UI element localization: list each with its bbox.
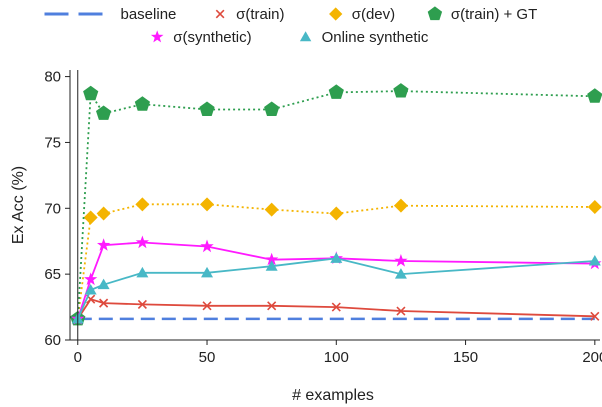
- legend-key-sigma-train-gt: [427, 6, 443, 21]
- legend-label-sigma-train: σ(train): [236, 6, 284, 23]
- x-axis-label: # examples: [292, 387, 374, 404]
- series-sigma-train-gt: [70, 83, 602, 326]
- y-tick-label: 80: [44, 69, 61, 86]
- data-point-sigma-train: [331, 302, 341, 312]
- data-point-sigma-synthetic: [200, 239, 214, 253]
- data-point-sigma-train-gt: [328, 84, 344, 99]
- x-tick-label: 100: [324, 349, 349, 366]
- data-point-sigma-dev: [329, 206, 344, 221]
- legend-key-sigma-dev: [329, 7, 343, 21]
- data-point-online-synthetic: [84, 283, 97, 295]
- y-tick-label: 65: [44, 266, 61, 283]
- legend-item-sigma-train: σ(train): [215, 6, 285, 23]
- legend-key-sigma-synthetic: [150, 30, 164, 43]
- data-point-sigma-train-stroke-b: [331, 302, 341, 312]
- x-tick-label: 200: [582, 349, 602, 366]
- data-point-online-synthetic: [97, 278, 110, 290]
- y-tick-label: 70: [44, 200, 61, 217]
- data-point-sigma-dev: [83, 210, 98, 225]
- axes: 60 65 70 75 80 0 50 100 150 200: [44, 69, 602, 366]
- legend-key-sigma-train-stroke-b: [215, 9, 225, 19]
- data-point-sigma-train: [137, 299, 147, 310]
- data-point-sigma-train-stroke-b: [99, 298, 109, 308]
- x-tick-label: 50: [199, 349, 216, 366]
- x-tick-label: 0: [74, 349, 82, 366]
- data-point-sigma-dev: [587, 199, 602, 214]
- data-point-sigma-train: [99, 298, 109, 308]
- data-point-sigma-train-stroke-b: [396, 306, 406, 316]
- data-point-sigma-train-gt: [199, 101, 215, 116]
- data-point-sigma-train-stroke-b: [137, 299, 147, 310]
- series-line-online-synthetic: [76, 257, 595, 320]
- data-point-sigma-synthetic: [394, 254, 408, 267]
- legend-label-sigma-dev: σ(dev): [352, 6, 395, 23]
- data-point-online-synthetic: [588, 254, 601, 266]
- data-point-online-synthetic: [265, 260, 278, 271]
- data-point-sigma-train-stroke-b: [267, 301, 277, 311]
- data-point-sigma-train-gt: [96, 105, 112, 120]
- data-point-sigma-train-stroke-b: [202, 301, 212, 311]
- legend-item-sigma-train-gt: σ(train) + GT: [427, 6, 537, 23]
- data-point-sigma-synthetic: [84, 272, 98, 286]
- data-point-sigma-train-gt: [264, 101, 280, 116]
- x-tick-label: 150: [453, 349, 478, 366]
- data-point-sigma-synthetic: [135, 235, 149, 249]
- legend-label-sigma-train-gt: σ(train) + GT: [451, 6, 537, 23]
- data-point-sigma-train-gt: [83, 85, 99, 101]
- legend-label-sigma-synthetic: σ(synthetic): [173, 29, 251, 46]
- legend-item-sigma-dev: σ(dev): [329, 6, 395, 23]
- legend-key-online-synthetic: [299, 31, 312, 42]
- data-point-sigma-synthetic: [97, 238, 111, 251]
- legend-item-online-synthetic: Online synthetic: [299, 29, 429, 46]
- plot-area: [70, 83, 602, 326]
- legend: baseline σ(train) σ(dev) σ(train) + GT σ(syn…: [44, 6, 537, 46]
- data-point-sigma-train: [396, 306, 406, 316]
- data-point-sigma-train-gt: [587, 88, 602, 103]
- data-point-sigma-train-gt: [393, 83, 409, 98]
- y-tick-label: 75: [44, 134, 61, 151]
- series-sigma-synthetic: [71, 235, 602, 325]
- legend-item-sigma-synthetic: σ(synthetic): [150, 29, 252, 46]
- data-point-sigma-dev: [200, 197, 215, 212]
- y-tick-label: 60: [44, 332, 61, 349]
- data-point-sigma-train: [590, 311, 600, 321]
- y-axis-label: Ex Acc (%): [10, 166, 27, 244]
- data-point-online-synthetic: [201, 266, 214, 278]
- data-point-sigma-train-stroke-b: [86, 294, 96, 304]
- series-line-sigma-train: [77, 298, 595, 320]
- data-point-sigma-dev: [96, 206, 111, 221]
- legend-key-sigma-train: [215, 9, 225, 19]
- data-point-online-synthetic: [136, 266, 149, 278]
- data-point-sigma-dev: [393, 198, 408, 213]
- data-point-sigma-synthetic: [265, 252, 279, 266]
- data-point-sigma-train: [267, 301, 277, 311]
- data-point-sigma-train: [202, 301, 212, 311]
- data-point-online-synthetic: [394, 268, 407, 279]
- series-line-sigma-train-gt: [76, 90, 595, 319]
- legend-label-baseline: baseline: [121, 6, 177, 23]
- data-point-sigma-train-gt: [134, 96, 150, 111]
- data-point-online-synthetic: [330, 252, 343, 263]
- data-point-sigma-dev: [135, 197, 150, 212]
- data-point-sigma-dev: [264, 202, 279, 217]
- data-point-sigma-train-stroke-b: [590, 311, 600, 321]
- legend-label-online-synthetic: Online synthetic: [322, 29, 429, 46]
- legend-item-baseline: baseline: [44, 6, 177, 23]
